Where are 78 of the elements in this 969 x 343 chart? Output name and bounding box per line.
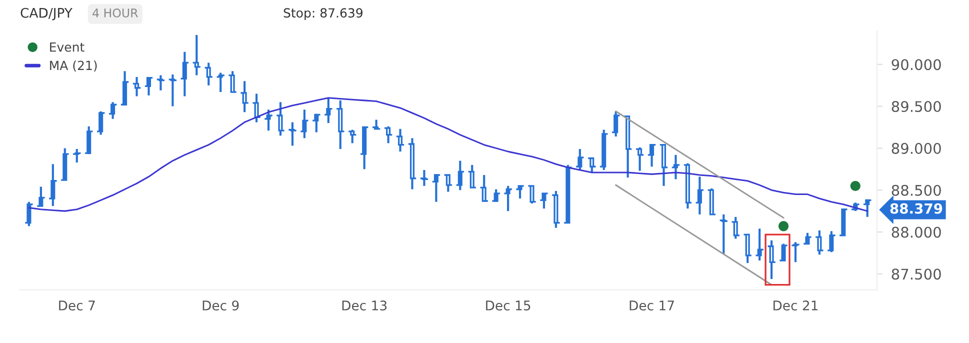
candlestick (790, 241, 800, 264)
chart-subtitle: 4 HOUR (92, 8, 138, 18)
candlestick (180, 50, 190, 98)
candlestick (742, 233, 752, 264)
candlestick (132, 76, 142, 98)
candlestick (611, 110, 621, 138)
candlestick (659, 142, 668, 187)
candlestick (108, 101, 118, 120)
candlestick (635, 146, 644, 172)
candlestick (264, 108, 274, 132)
y-tick-label: 88.000 (892, 226, 941, 238)
candlestick (491, 188, 501, 203)
candlestick (312, 112, 322, 134)
candlestick (96, 110, 106, 136)
candlestick (730, 216, 740, 240)
text: Stop: 87.639 (284, 8, 362, 20)
y-tick-label: 88.500 (892, 184, 941, 196)
candlestick (24, 200, 34, 228)
legend-label: Event (50, 42, 84, 52)
candlestick (36, 186, 46, 208)
candlestick (72, 148, 82, 164)
candlestick (479, 174, 489, 202)
y-tick-label: 90.000 (892, 59, 941, 70)
x-tick-label: Dec 15 (486, 300, 530, 310)
candlestick (300, 108, 310, 140)
y-tick-label: 87.500 (892, 268, 941, 280)
candlestick (252, 92, 262, 124)
candlestick (336, 99, 346, 150)
candlestick (455, 160, 465, 192)
candlestick (647, 142, 656, 168)
candlestick (515, 184, 525, 200)
candlestick (144, 76, 154, 96)
candlestick (671, 154, 680, 180)
candlestick (240, 80, 250, 114)
candlestick (443, 174, 453, 193)
candlestick (778, 242, 788, 262)
x-tick-label: Dec 17 (630, 300, 674, 310)
x-tick-label: Dec 9 (202, 300, 239, 310)
text: 88.379 (890, 203, 942, 214)
candlestick (288, 121, 298, 147)
candlestick (575, 148, 585, 172)
x-tick-label: Dec 21 (774, 300, 818, 310)
candlestick (204, 62, 214, 86)
candlestick (396, 128, 405, 153)
candlestick (156, 74, 166, 92)
candlestick (587, 156, 597, 174)
candlestick (384, 125, 393, 144)
candlestick (228, 70, 238, 94)
x-tick-label: Dec 7 (59, 300, 95, 310)
candlestick (766, 239, 776, 280)
chart-title: CAD/JPY (20, 8, 72, 20)
candlestick (527, 184, 537, 205)
x-tick-label: Dec 13 (342, 300, 387, 310)
candlestick (276, 101, 286, 137)
candlestick (120, 70, 130, 106)
candlestick (695, 176, 704, 216)
candlestick (503, 184, 513, 212)
legend-label: MA (21) (50, 60, 97, 72)
candlestick (826, 230, 836, 254)
candlestick (432, 173, 441, 203)
candlestick (754, 228, 764, 262)
candlestick (814, 229, 824, 256)
y-tick-label: 89.500 (892, 101, 941, 112)
candlestick (216, 72, 226, 94)
candlestick (862, 198, 872, 218)
candlestick (802, 232, 812, 245)
candlestick (372, 118, 381, 130)
candlestick (324, 96, 334, 124)
y-tick-label: 89.000 (892, 142, 941, 154)
candlestick (48, 163, 58, 208)
candlestick (84, 125, 94, 156)
candlestick (168, 73, 178, 108)
candlestick (539, 192, 549, 210)
candlestick (420, 168, 429, 187)
candlestick (467, 164, 477, 189)
candlestick (348, 128, 358, 144)
candlestick (718, 213, 728, 255)
candlestick (192, 34, 202, 76)
